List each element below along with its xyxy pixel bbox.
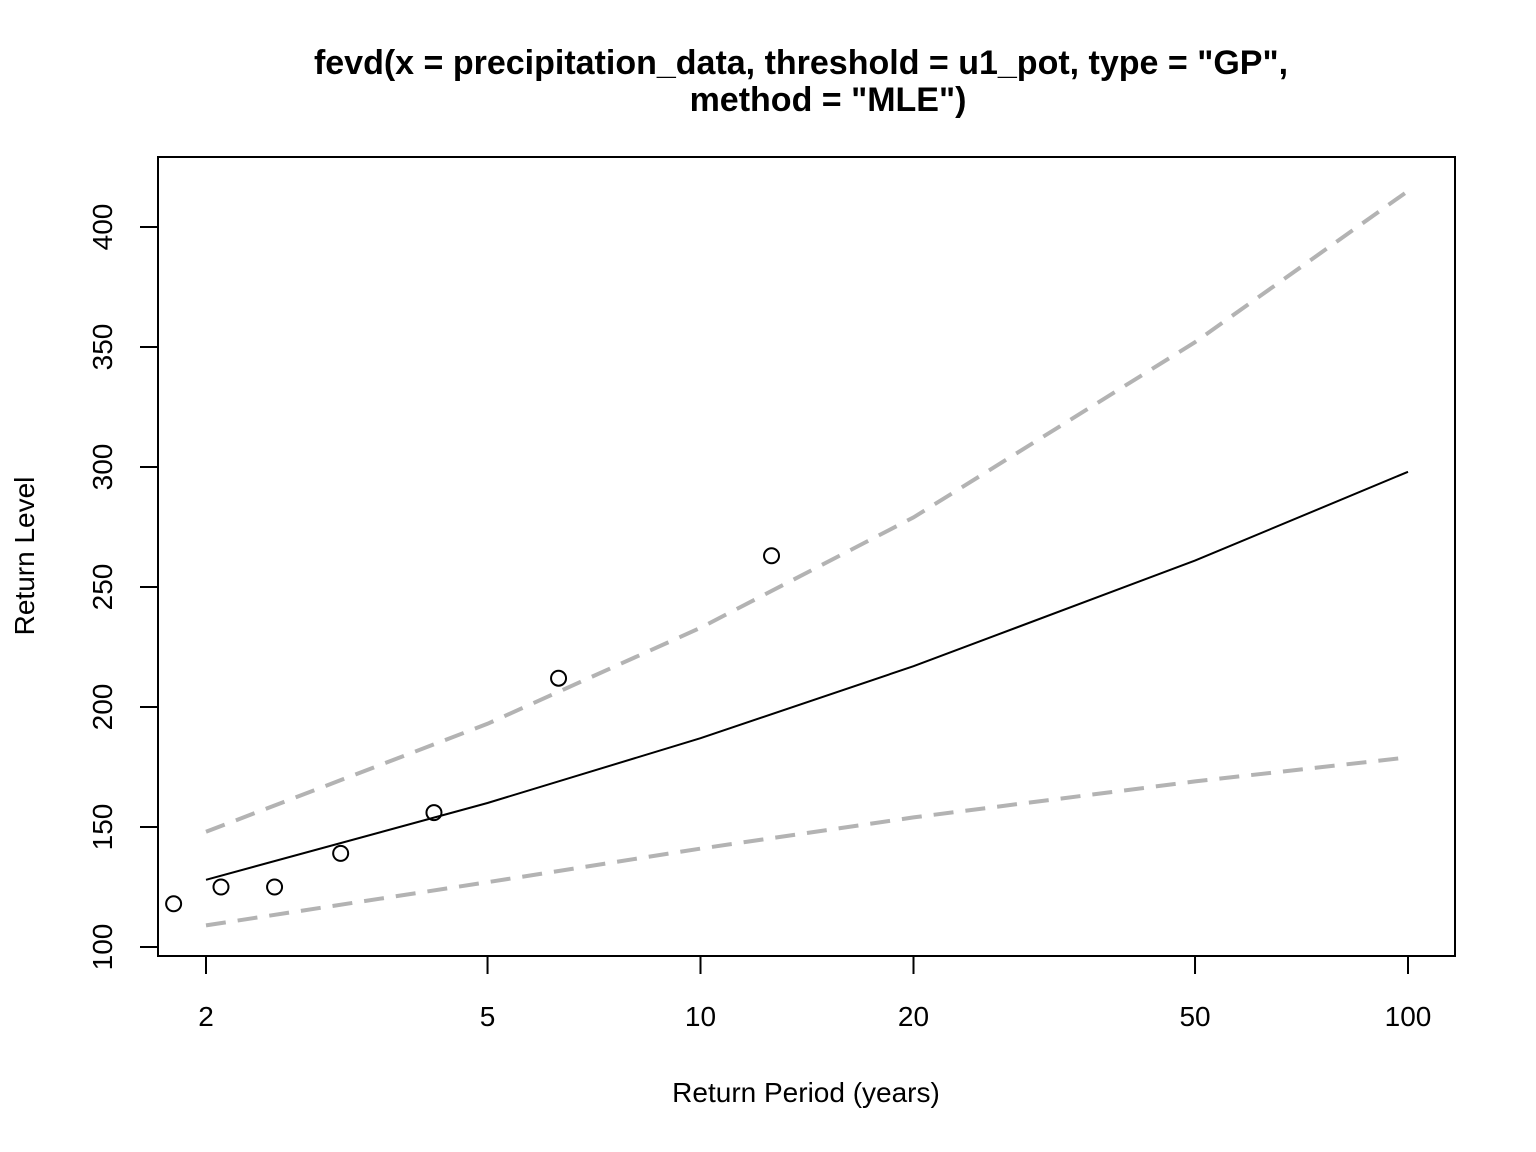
y-tick-label: 200 <box>87 684 118 731</box>
observed-point <box>266 878 284 896</box>
observed-point <box>425 804 443 822</box>
x-tick-label: 50 <box>1179 1001 1210 1032</box>
observed-point <box>763 547 781 565</box>
series-layer <box>165 189 1410 928</box>
confidence-bound-line <box>205 189 1410 834</box>
plot-frame <box>157 156 1456 957</box>
y-tick-label: 350 <box>87 324 118 371</box>
observed-point <box>332 844 350 862</box>
x-tick-label: 100 <box>1385 1001 1432 1032</box>
y-tick-label: 100 <box>87 924 118 971</box>
chart-title-line-1: fevd(x = precipitation_data, threshold =… <box>314 44 1288 82</box>
x-tick-label: 2 <box>198 1001 214 1032</box>
return-level-line <box>205 470 1409 881</box>
chart-title-line-2: method = "MLE") <box>690 81 967 119</box>
observed-point <box>212 878 230 896</box>
x-axis-label: Return Period (years) <box>672 1077 940 1108</box>
y-tick-label: 300 <box>87 444 118 491</box>
confidence-bound-line <box>205 755 1409 928</box>
y-axis: 100 150 200 250 300 350 400 <box>87 204 159 971</box>
y-axis-label: Return Level <box>9 477 40 636</box>
y-tick-label: 250 <box>87 564 118 611</box>
x-tick-label: 5 <box>480 1001 496 1032</box>
observed-point <box>165 895 183 913</box>
y-tick-label: 150 <box>87 804 118 851</box>
x-tick-label: 10 <box>685 1001 716 1032</box>
y-tick-label: 400 <box>87 204 118 251</box>
observed-point <box>550 669 568 687</box>
x-tick-label: 20 <box>898 1001 929 1032</box>
x-axis: 2 5 10 20 50 100 <box>198 955 1432 1032</box>
